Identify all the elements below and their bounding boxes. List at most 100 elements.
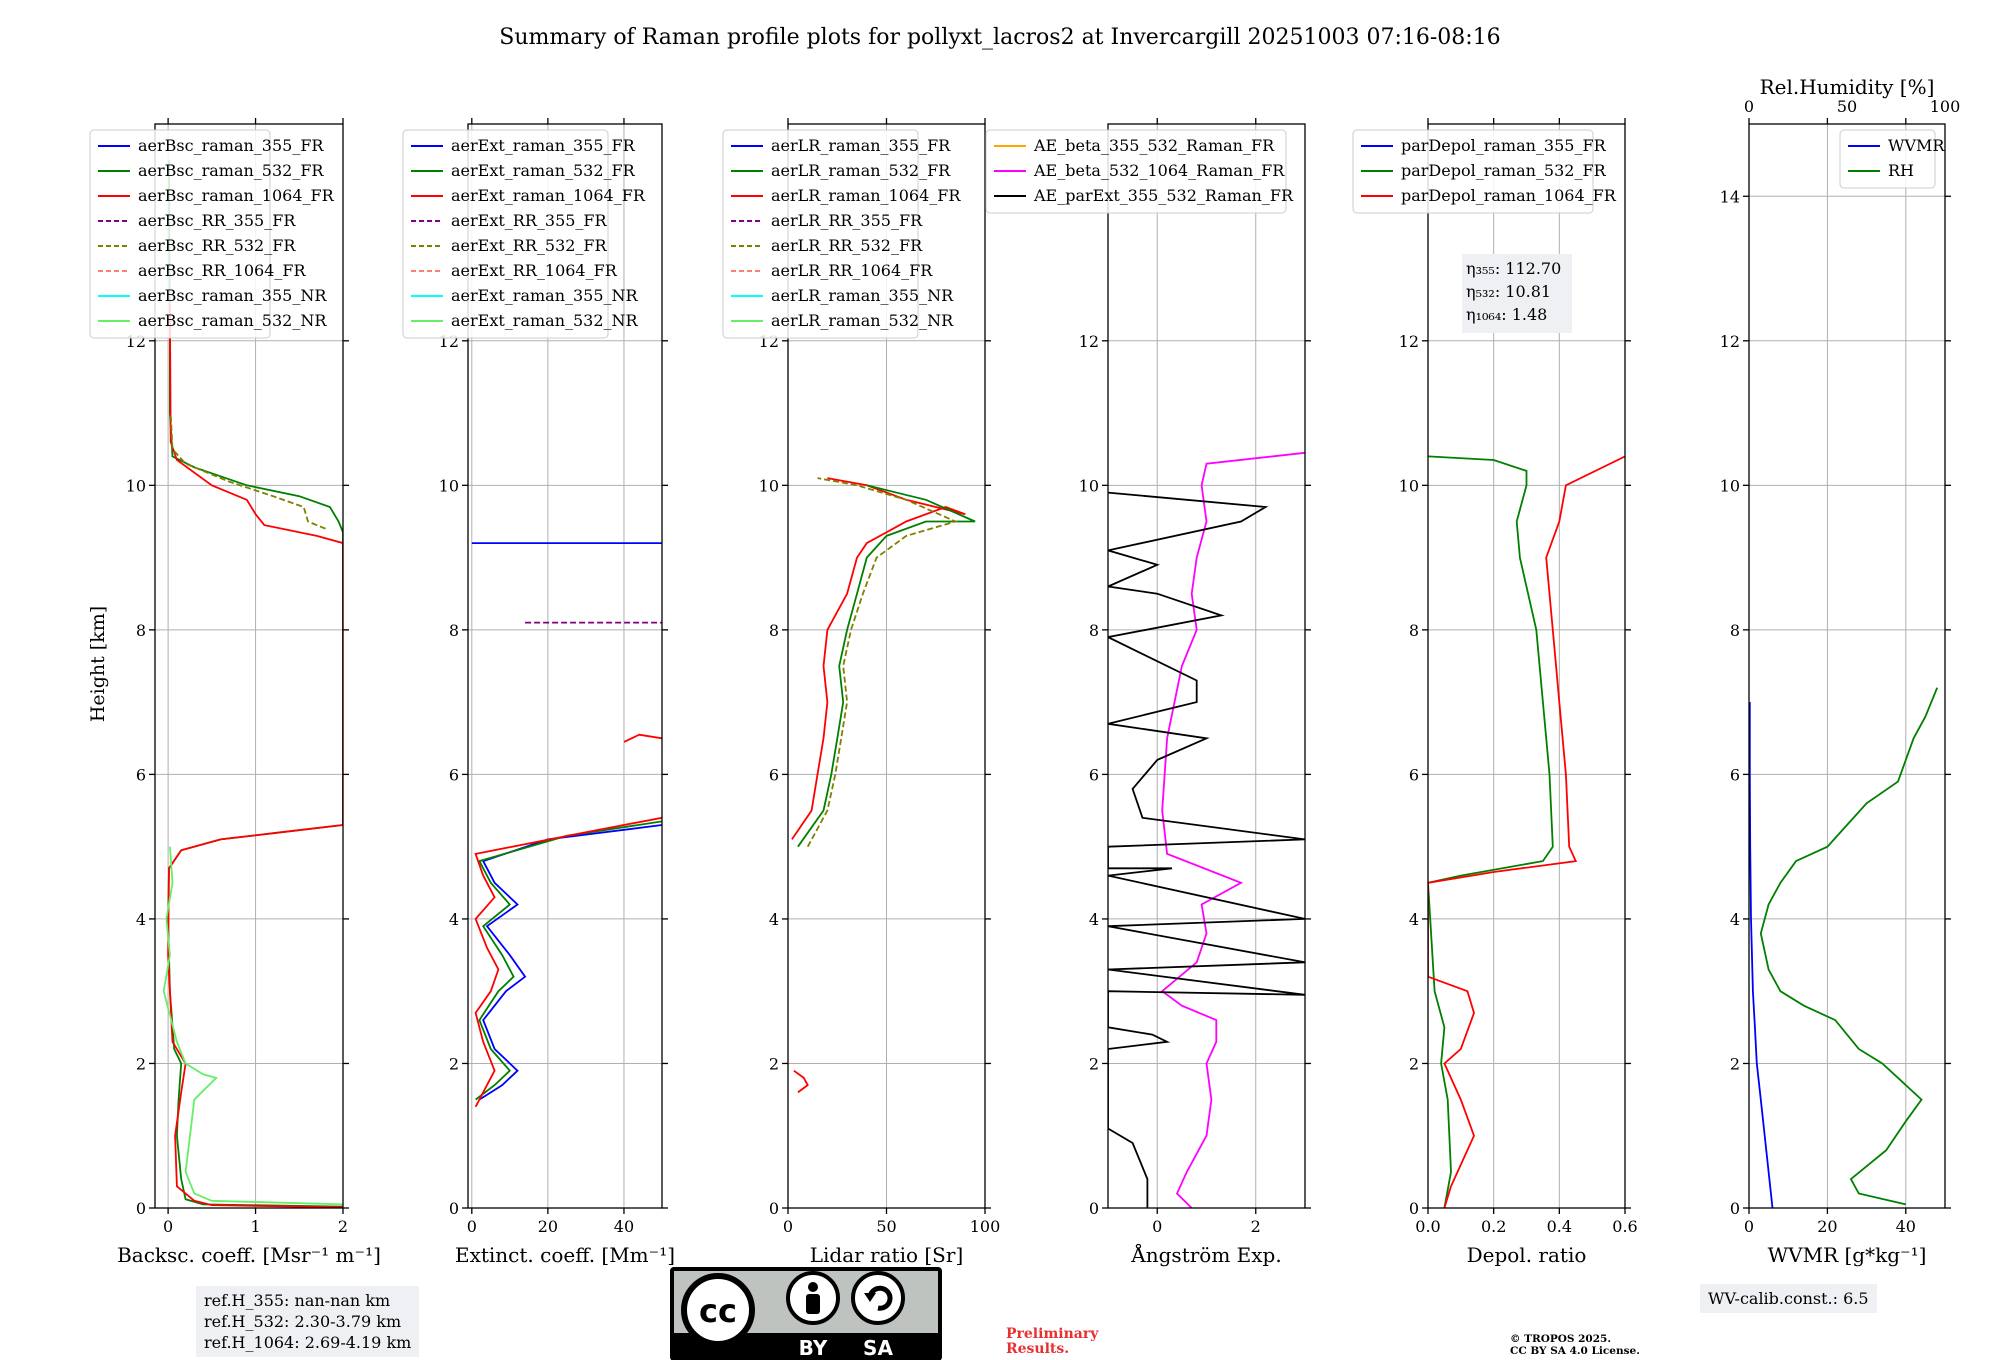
axes-frame: [1107, 123, 1306, 1209]
reference-heights-box: ref.H_355: nan-nan km ref.H_532: 2.30-3.…: [196, 1286, 420, 1357]
y-tick-label: 0: [449, 1199, 459, 1218]
legend-entry: AE_beta_355_532_Raman_FR: [1033, 136, 1275, 155]
by-person-icon: [786, 1271, 840, 1325]
legend: WVMR RH: [1839, 129, 1945, 189]
x-tick-label: 0: [783, 1217, 793, 1236]
y-tick-label: 6: [1409, 765, 1419, 784]
x-tick-label: 20: [538, 1217, 558, 1236]
x-tick-label: 0.6: [1612, 1217, 1637, 1236]
legend-box: [402, 129, 609, 339]
legend-box: [1839, 129, 1936, 189]
y-tick-label: 2: [1089, 1054, 1099, 1073]
sa-label: SA: [863, 1336, 893, 1360]
y-tick-label: 8: [449, 621, 459, 640]
y-tick-label: 6: [1730, 765, 1740, 784]
x-axis-label: WVMR [g*kg⁻¹]: [1768, 1243, 1927, 1267]
legend-entry: AE_parExt_355_532_Raman_FR: [1033, 186, 1294, 205]
legend-entry: aerExt_raman_532_NR: [451, 311, 639, 330]
x-tick-label: 0: [467, 1217, 477, 1236]
annotation-box: η₃₅₅: 112.70 η₅₃₂: 10.81 η₁₀₆₄: 1.48: [1462, 254, 1572, 333]
legend: aerBsc_raman_355_FR aerBsc_raman_532_FRae…: [89, 129, 335, 339]
legend-entry: aerExt_raman_355_NR: [451, 286, 639, 305]
legend-entry: aerBsc_raman_355_FR: [138, 136, 324, 155]
y-tick-label: 6: [769, 765, 779, 784]
y-tick-label: 2: [769, 1054, 779, 1073]
y-tick-label: 4: [136, 910, 146, 929]
y-tick-label: 0: [1089, 1199, 1099, 1218]
y-tick-label: 8: [769, 621, 779, 640]
axes-frame: [1427, 123, 1626, 1209]
copyright-note: © TROPOS 2025. CC BY SA 4.0 License.: [1510, 1333, 1640, 1357]
series-aerExt_raman_355_FR: [478, 824, 662, 1101]
series-aerExt_raman_532_FR: [475, 820, 662, 1101]
legend: aerLR_raman_355_FR aerLR_raman_532_FR aerL…: [722, 129, 961, 339]
y-tick-label: 4: [1089, 910, 1099, 929]
copyright-line-1: © TROPOS 2025.: [1510, 1333, 1612, 1345]
legend-box: [1352, 129, 1594, 214]
y-tick-label: 4: [449, 910, 459, 929]
legend-entry: aerLR_RR_532_FR: [771, 236, 923, 255]
y-tick-label: 4: [1409, 910, 1419, 929]
legend-entry: aerLR_raman_1064_FR: [771, 186, 961, 205]
legend-entry: aerLR_raman_355_FR: [771, 136, 951, 155]
series-group: [1749, 687, 1939, 1208]
y-tick-label: 10: [439, 476, 459, 495]
figure-title: Summary of Raman profile plots for polly…: [499, 25, 1500, 50]
series-aerExt_raman_1064_FR: [474, 816, 662, 1108]
legend-box: [722, 129, 919, 339]
y-tick-label: 10: [759, 476, 779, 495]
legend-entry: aerExt_raman_532_FR: [451, 161, 636, 180]
sa-share-icon: [851, 1271, 905, 1325]
x-tick-label: 0.0: [1415, 1217, 1440, 1236]
y-tick-label: 0: [136, 1199, 146, 1218]
y-tick-label: 12: [1720, 332, 1740, 351]
copyright-line-2: CC BY SA 4.0 License.: [1510, 1345, 1640, 1357]
by-label: BY: [799, 1336, 828, 1360]
series-AE_parExt_355_532_Raman_FR: [1108, 491, 1305, 1208]
legend-entry: aerLR_raman_532_FR: [771, 161, 951, 180]
x-tick-label: 20: [1817, 1217, 1837, 1236]
legend-entry: aerExt_raman_355_FR: [451, 136, 636, 155]
y-tick-label: 2: [449, 1054, 459, 1073]
x-tick-label: 1: [250, 1217, 260, 1236]
x-tick-label: 0: [1744, 1217, 1754, 1236]
legend-entry: aerExt_RR_532_FR: [451, 236, 608, 255]
legend: aerExt_raman_355_FR aerExt_raman_532_FRae…: [402, 129, 646, 339]
preliminary-line-2: Results.: [1006, 1341, 1070, 1357]
y-tick-label: 6: [449, 765, 459, 784]
legend-entry: RH: [1888, 161, 1914, 180]
series-aerBsc_RR_532_FR: [169, 413, 326, 530]
series-AE_beta_532_1064_Raman_FR: [1160, 451, 1305, 1208]
y-tick-label: 14: [1720, 187, 1740, 206]
legend-entry: aerExt_RR_355_FR: [451, 211, 608, 230]
y-tick-label: 12: [1399, 332, 1419, 351]
series-aerExt_raman_1064_FR_b: [623, 733, 662, 743]
x-axis-label: Lidar ratio [Sr]: [810, 1243, 964, 1267]
panel-angstrom: 0 2 0 2 4 6 8 10 12 Ångström Exp. AE_beta_355_532_…: [985, 118, 1311, 1267]
x-axis-label: Extinct. coeff. [Mm⁻¹]: [455, 1243, 675, 1267]
y-tick-label: 0: [769, 1199, 779, 1218]
legend-entry: aerBsc_RR_355_FR: [138, 211, 296, 230]
y-tick-label: 12: [1079, 332, 1099, 351]
axes-frame: [1748, 123, 1946, 1209]
top-x-axis-label: Rel.Humidity [%]: [1760, 75, 1935, 99]
x-tick-label: 40: [614, 1217, 634, 1236]
cc-license-badge[interactable]: cc BY SA: [670, 1267, 942, 1360]
legend-entry: aerBsc_raman_532_NR: [138, 311, 327, 330]
x-axis-label: Ångström Exp.: [1130, 1242, 1281, 1267]
annotation-text: η₅₃₂: 10.81: [1466, 282, 1551, 301]
series-group: [471, 542, 662, 1108]
series-aerBsc_raman_1064_FR: [167, 304, 343, 1208]
annotation-bg: [1462, 254, 1572, 333]
height-axis-label: Height [km]: [87, 606, 109, 722]
x-tick-label: 0.2: [1481, 1217, 1506, 1236]
annotation-text: η₁₀₆₄: 1.48: [1466, 305, 1547, 324]
y-tick-label: 8: [1409, 621, 1419, 640]
x-tick-label: 2: [338, 1217, 348, 1236]
legend-box: [89, 129, 271, 339]
legend-entry: aerBsc_raman_1064_FR: [138, 186, 335, 205]
